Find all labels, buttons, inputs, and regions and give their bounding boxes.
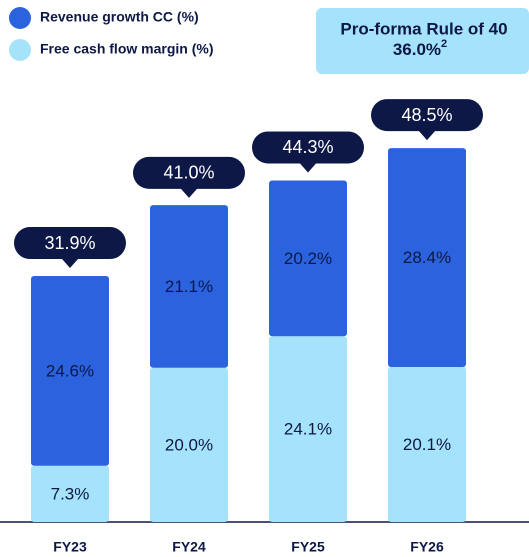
- legend-label: Free cash flow margin (%): [40, 41, 213, 57]
- bar-segment: [388, 367, 466, 522]
- x-tick-label: FY25: [291, 539, 325, 555]
- annotation-value-text: 36.0%: [393, 40, 441, 59]
- bar-segment: [31, 276, 109, 466]
- bar-segment: [31, 465, 109, 522]
- total-label: 31.9%: [44, 233, 95, 253]
- segment-label: 20.2%: [284, 249, 332, 268]
- total-label: 41.0%: [163, 163, 214, 183]
- bar-segment: [269, 336, 347, 522]
- legend-label: Revenue growth CC (%): [40, 9, 199, 25]
- annotation-footnote: 2: [441, 38, 447, 50]
- annotation-text: Pro-forma Rule of 40: [340, 19, 507, 38]
- bar-segment: [269, 180, 347, 337]
- total-label: 48.5%: [401, 105, 452, 125]
- segment-label: 24.1%: [284, 420, 332, 439]
- legend-swatch: [9, 7, 31, 29]
- segment-label: 20.1%: [403, 435, 451, 454]
- annotation-box: [316, 8, 529, 74]
- total-callout: [133, 156, 245, 198]
- segment-label: 24.6%: [46, 361, 94, 380]
- annotation-value: 36.0%2: [393, 38, 447, 60]
- segment-label: 21.1%: [165, 277, 213, 296]
- segment-label: 7.3%: [51, 484, 90, 503]
- x-tick-label: FY23: [53, 539, 87, 555]
- bar-segment: [388, 148, 466, 368]
- segment-label: 28.4%: [403, 248, 451, 267]
- segment-label: 20.0%: [165, 435, 213, 454]
- bar-segment: [150, 367, 228, 522]
- bar-segment: [150, 205, 228, 368]
- total-label: 44.3%: [282, 137, 333, 157]
- total-callout: [371, 99, 483, 141]
- x-tick-label: FY26: [410, 539, 444, 555]
- x-tick-label: FY24: [172, 539, 206, 555]
- total-callout: [252, 131, 364, 173]
- total-callout: [14, 227, 126, 269]
- legend-swatch: [9, 39, 31, 61]
